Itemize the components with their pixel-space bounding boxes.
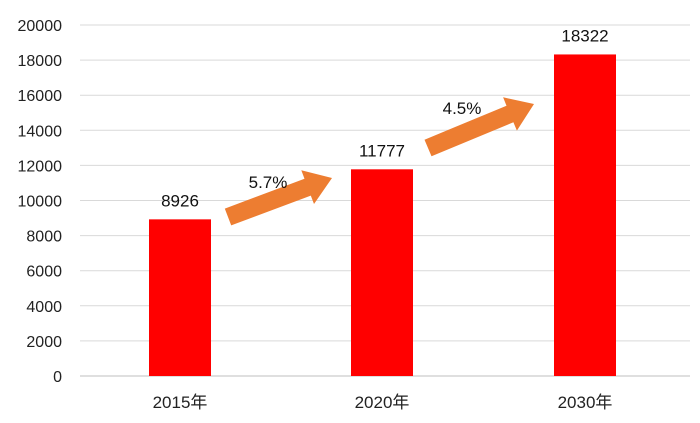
y-axis-ticks: 0 2000 4000 6000 8000 10000 12000 14000 16000 180… [18, 18, 63, 386]
data-label: 11777 [359, 141, 405, 160]
growth-arrow [424, 97, 534, 157]
y-tick-label: 20000 [18, 18, 63, 35]
y-tick-label: 16000 [18, 88, 63, 105]
y-tick-label: 6000 [26, 264, 62, 281]
growth-arrows [224, 97, 534, 226]
y-tick-label: 12000 [18, 158, 63, 175]
x-axis-ticks: 2015年 2020年 2030年 [153, 393, 613, 412]
y-tick-label: 8000 [26, 229, 62, 246]
data-label: 8926 [161, 191, 199, 210]
bars [149, 54, 616, 376]
bar-2020 [351, 169, 413, 376]
y-tick-label: 14000 [18, 123, 63, 140]
growth-rate-label: 4.5% [443, 99, 482, 118]
data-labels: 8926 11777 18322 5.7% 4.5% [161, 26, 609, 210]
x-tick-label: 2030年 [558, 393, 613, 412]
bar-2030 [554, 54, 616, 376]
growth-rate-label: 5.7% [249, 173, 288, 192]
y-tick-label: 2000 [26, 334, 62, 351]
y-tick-label: 0 [53, 369, 62, 386]
y-tick-label: 4000 [26, 299, 62, 316]
y-tick-label: 10000 [18, 194, 63, 211]
data-label: 18322 [561, 26, 608, 45]
x-tick-label: 2020年 [355, 393, 410, 412]
y-tick-label: 18000 [18, 53, 63, 70]
bar-2015 [149, 219, 211, 376]
growth-arrow [224, 170, 332, 226]
x-tick-label: 2015年 [153, 393, 208, 412]
